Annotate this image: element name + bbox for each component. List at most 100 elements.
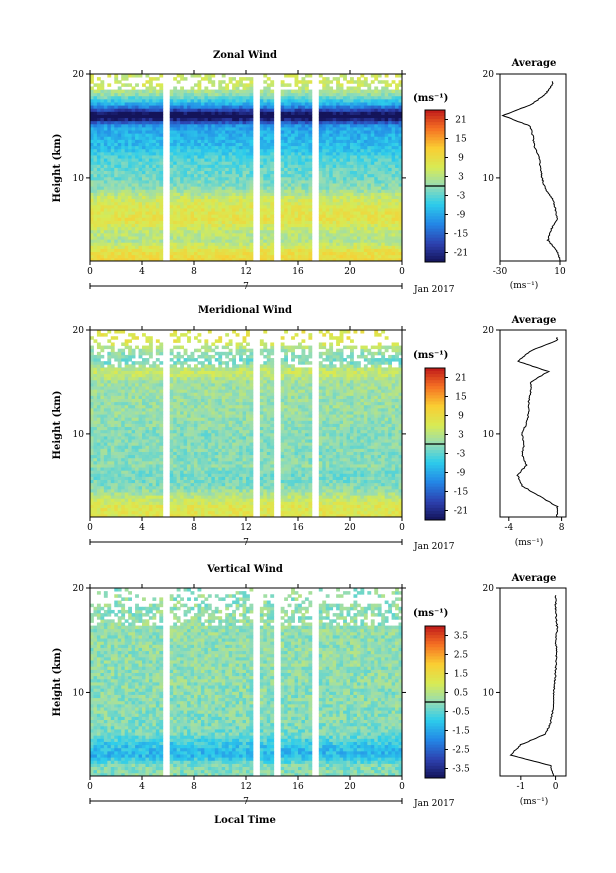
heatmap-cell bbox=[117, 86, 122, 90]
heatmap-cell bbox=[291, 148, 295, 153]
heatmap-cell bbox=[329, 89, 334, 94]
heatmap-cell bbox=[124, 232, 129, 237]
heatmap-cell bbox=[350, 77, 354, 81]
heatmap-cell bbox=[200, 120, 205, 125]
heatmap-cell bbox=[391, 114, 396, 119]
heatmap-cell bbox=[90, 120, 94, 125]
heatmap-cell bbox=[388, 257, 392, 262]
heatmap-cell bbox=[114, 126, 119, 131]
heatmap-cell bbox=[204, 108, 209, 112]
heatmap-cell bbox=[155, 223, 160, 228]
heatmap-cell bbox=[391, 229, 396, 234]
heatmap-cell bbox=[211, 245, 216, 249]
heatmap-cell bbox=[356, 130, 361, 134]
heatmap-cell bbox=[218, 189, 223, 193]
heatmap-cell bbox=[152, 167, 157, 172]
heatmap-cell bbox=[343, 161, 347, 165]
heatmap-cell bbox=[214, 145, 219, 150]
heatmap-cell bbox=[360, 136, 365, 140]
heatmap-cell bbox=[374, 89, 379, 94]
heatmap-cell bbox=[367, 161, 372, 165]
heatmap-cell bbox=[339, 120, 344, 125]
heatmap-cell bbox=[194, 114, 198, 119]
heatmap-cell bbox=[124, 192, 129, 196]
heatmap-cell bbox=[363, 232, 368, 237]
heatmap-cell bbox=[298, 145, 302, 150]
heatmap-cell bbox=[322, 186, 327, 190]
heatmap-cell bbox=[336, 133, 340, 137]
heatmap-cell bbox=[329, 139, 334, 143]
heatmap-cell bbox=[228, 192, 233, 196]
heatmap-cell bbox=[388, 223, 392, 228]
heatmap-cell bbox=[110, 120, 115, 125]
heatmap-cell bbox=[214, 189, 219, 193]
heatmap-cell bbox=[391, 92, 396, 97]
heatmap-cell bbox=[284, 176, 288, 181]
heatmap-cell bbox=[194, 229, 198, 234]
heatmap-cell bbox=[107, 142, 112, 147]
heatmap-cell bbox=[228, 245, 233, 249]
heatmap-cell bbox=[159, 161, 164, 165]
heatmap-cell bbox=[242, 123, 247, 128]
heatmap-cell bbox=[304, 226, 309, 231]
heatmap-cell bbox=[197, 239, 202, 243]
heatmap-cell bbox=[339, 155, 344, 159]
heatmap-cell bbox=[194, 158, 198, 162]
heatmap-cell bbox=[325, 130, 330, 134]
heatmap-cell bbox=[90, 186, 94, 190]
heatmap-cell bbox=[121, 133, 126, 137]
heatmap-cell bbox=[329, 126, 334, 131]
heatmap-cell bbox=[339, 123, 344, 128]
heatmap-cell bbox=[176, 254, 181, 259]
heatmap-cell bbox=[374, 102, 379, 106]
heatmap-cell bbox=[322, 223, 327, 228]
heatmap-cell bbox=[225, 179, 230, 184]
heatmap-cell bbox=[367, 114, 372, 119]
heatmap-cell bbox=[197, 98, 202, 103]
heatmap-cell bbox=[221, 257, 226, 262]
heatmap-cell bbox=[142, 251, 146, 256]
heatmap-cell bbox=[93, 510, 98, 515]
heatmap-cell bbox=[332, 167, 337, 172]
heatmap-cell bbox=[103, 248, 108, 253]
heatmap-cell bbox=[270, 232, 275, 237]
heatmap-cell bbox=[90, 155, 94, 159]
heatmap-cell bbox=[228, 130, 233, 134]
heatmap-cell bbox=[100, 204, 105, 209]
heatmap-cell bbox=[107, 186, 112, 190]
heatmap-cell bbox=[381, 86, 386, 90]
heatmap-cell bbox=[148, 217, 153, 221]
heatmap-cell bbox=[374, 510, 379, 515]
heatmap-cell bbox=[377, 95, 382, 100]
heatmap-cell bbox=[336, 161, 340, 165]
heatmap-cell bbox=[398, 179, 403, 184]
heatmap-cell bbox=[93, 232, 98, 237]
heatmap-cell bbox=[298, 201, 302, 206]
heatmap-cell bbox=[332, 220, 337, 224]
heatmap-cell bbox=[370, 161, 375, 165]
heatmap-cell bbox=[96, 223, 101, 228]
heatmap-cell bbox=[388, 158, 392, 162]
heatmap-cell bbox=[301, 155, 306, 159]
heatmap-cell bbox=[242, 170, 247, 175]
heatmap-cell bbox=[329, 254, 334, 259]
heatmap-cell bbox=[218, 155, 223, 159]
heatmap-cell bbox=[114, 242, 119, 246]
heatmap-cell bbox=[214, 186, 219, 190]
heatmap-cell bbox=[100, 208, 105, 212]
heatmap-cell bbox=[218, 513, 223, 518]
heatmap-cell bbox=[110, 189, 115, 193]
heatmap-cell bbox=[318, 236, 323, 240]
heatmap-cell bbox=[131, 248, 136, 253]
heatmap-cell bbox=[270, 123, 275, 128]
heatmap-cell bbox=[350, 105, 354, 109]
heatmap-cell bbox=[308, 201, 313, 206]
heatmap-cell bbox=[304, 195, 309, 200]
heatmap-cell bbox=[110, 248, 115, 253]
heatmap-cell bbox=[294, 83, 299, 87]
heatmap-cell bbox=[294, 214, 299, 218]
heatmap-cell bbox=[391, 126, 396, 131]
heatmap-cell bbox=[353, 229, 358, 234]
heatmap-cell bbox=[343, 114, 347, 119]
heatmap-cell bbox=[270, 148, 275, 153]
